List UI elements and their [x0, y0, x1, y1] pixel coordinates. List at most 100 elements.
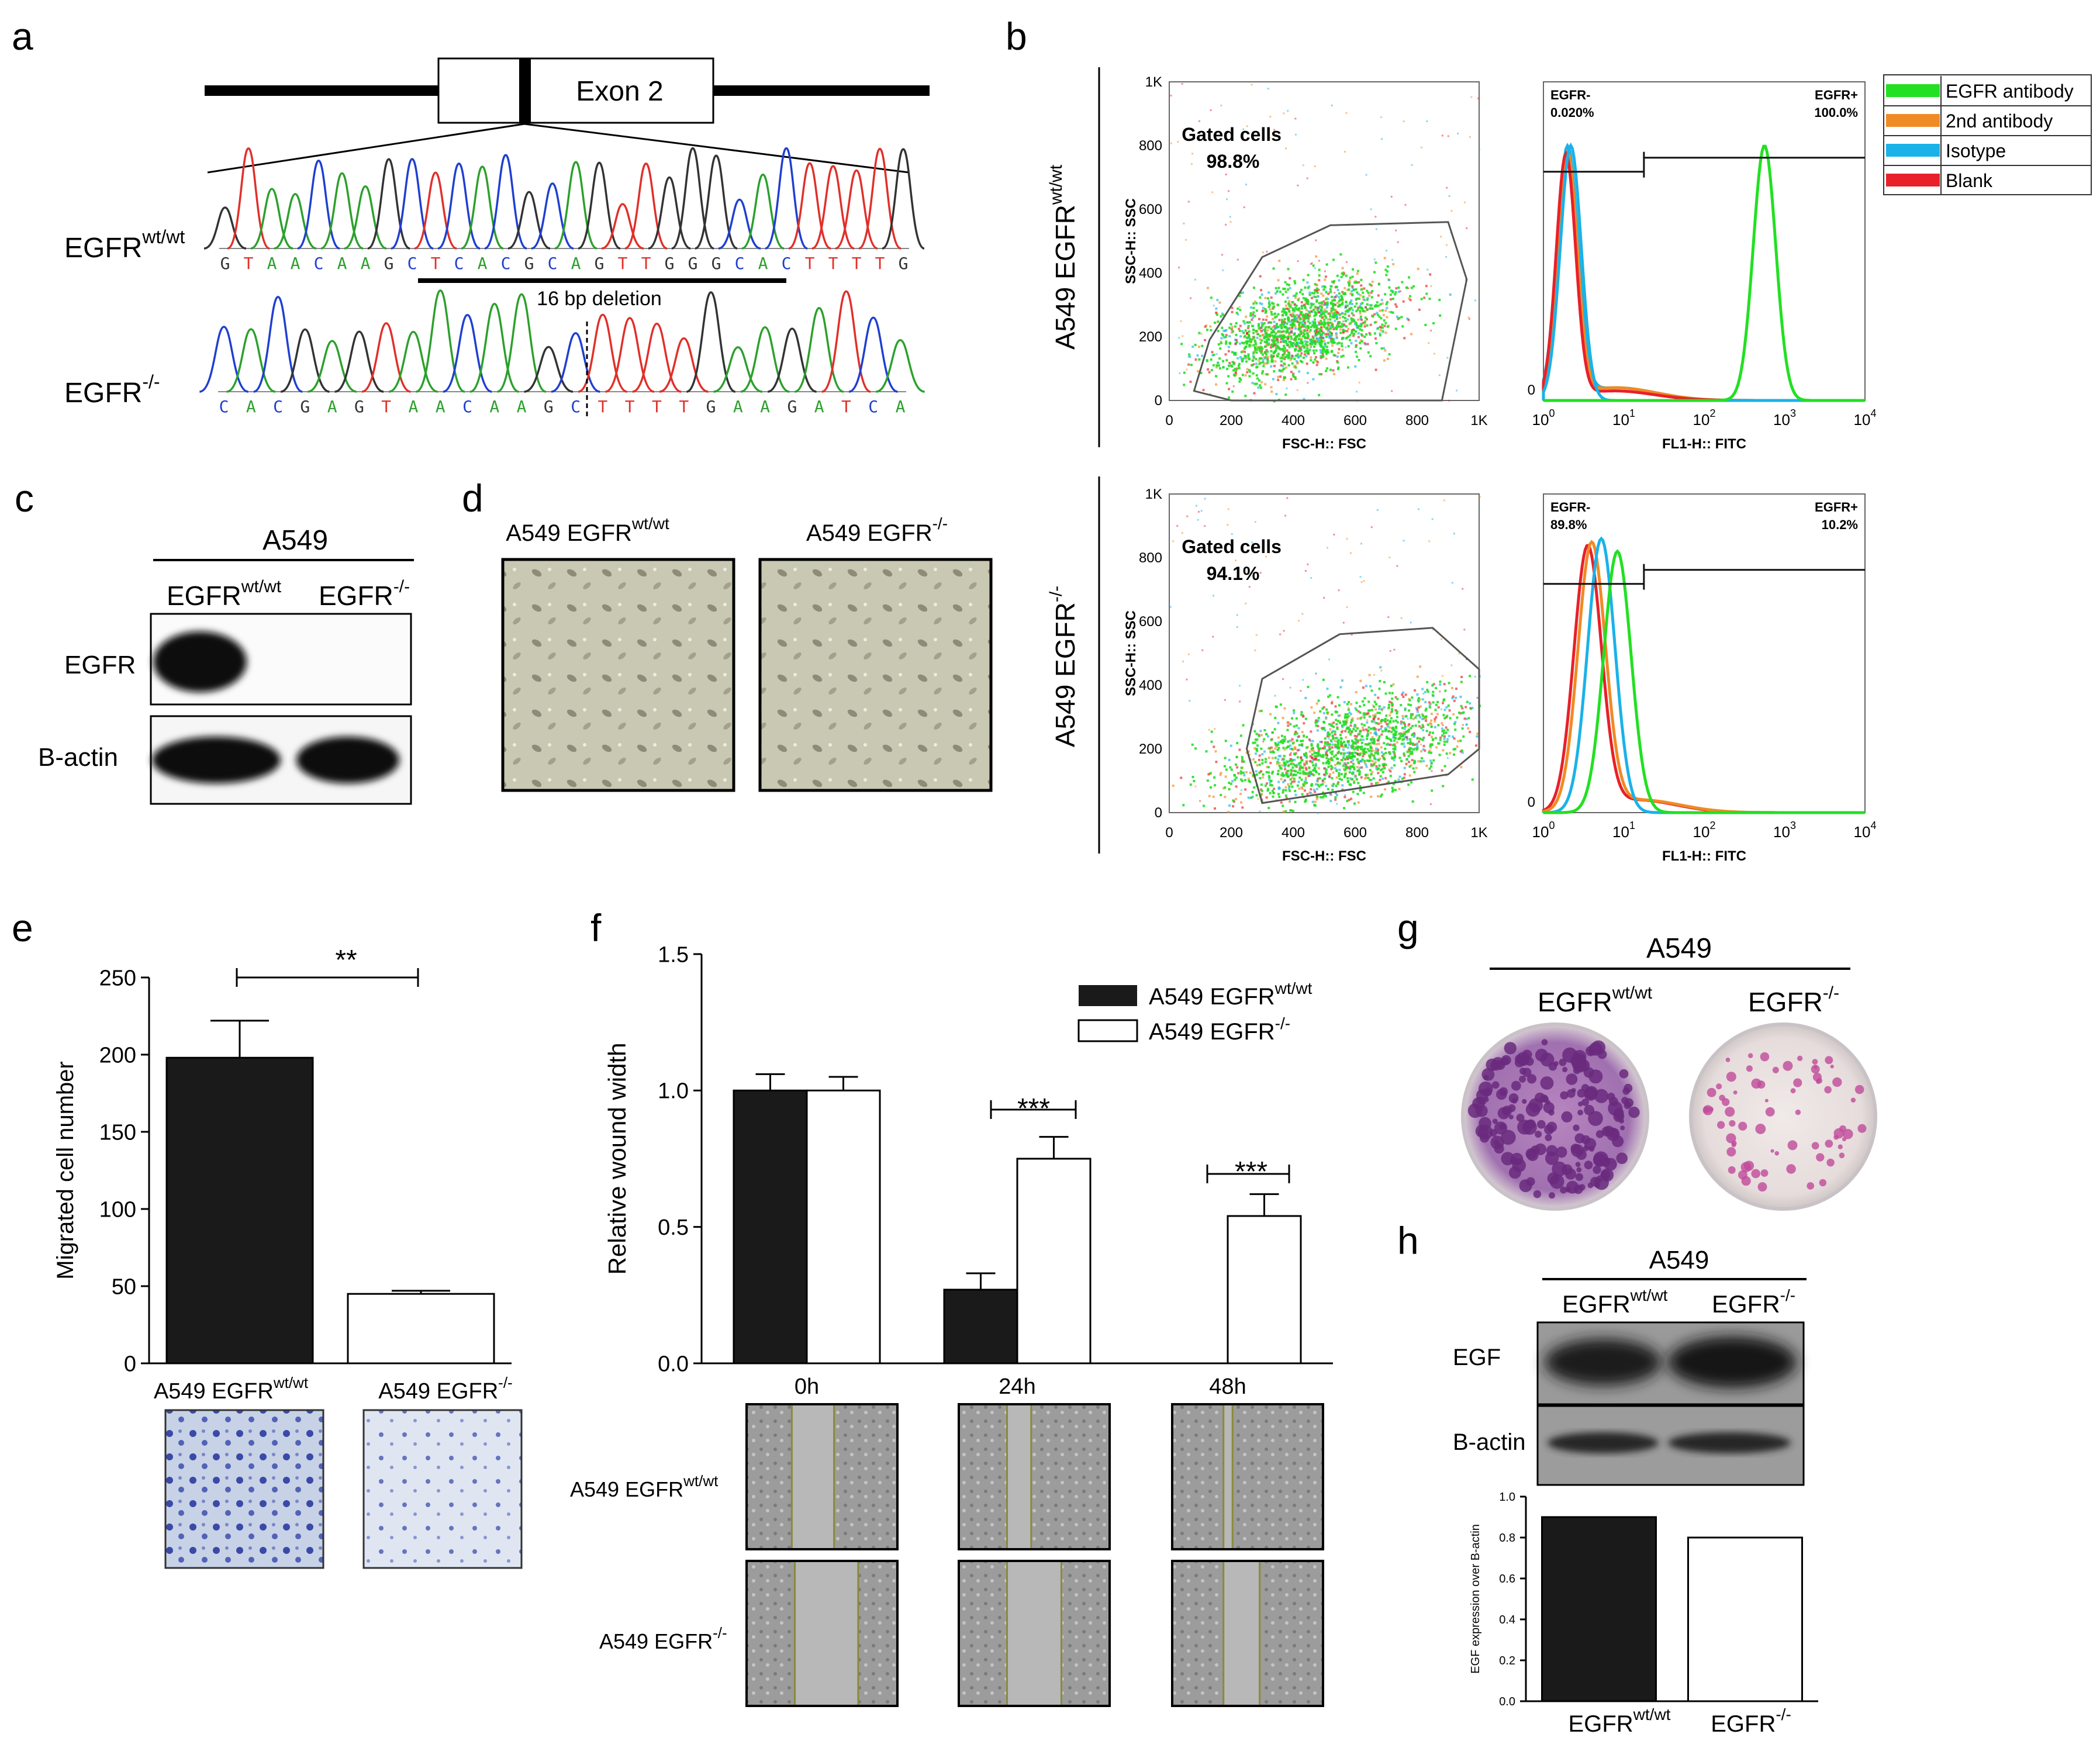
event-dot — [1445, 731, 1448, 734]
event-dot — [1289, 304, 1291, 306]
event-dot — [1428, 706, 1431, 709]
event-dot — [1326, 349, 1329, 352]
event-dot — [1390, 766, 1393, 769]
event-dot — [1285, 330, 1288, 333]
event-dot — [1428, 751, 1431, 754]
event-dot — [1449, 752, 1452, 755]
event-dot — [1315, 312, 1318, 315]
event-dot — [1308, 330, 1311, 333]
event-dot — [1348, 338, 1351, 341]
event-dot — [1232, 369, 1235, 372]
event-dot — [1289, 778, 1292, 781]
event-dot — [1315, 255, 1318, 258]
event-dot — [1265, 356, 1267, 359]
event-dot — [1239, 778, 1242, 781]
event-dot — [1403, 120, 1405, 122]
event-dot — [1339, 253, 1342, 256]
event-dot — [1239, 292, 1242, 295]
event-dot — [1307, 274, 1310, 277]
event-dot — [1346, 762, 1349, 765]
event-dot — [1277, 721, 1280, 724]
event-dot — [1408, 748, 1411, 751]
event-dot — [1241, 779, 1244, 782]
event-dot — [1441, 734, 1444, 737]
event-dot — [1379, 334, 1381, 337]
pos-gate-value: 10.2% — [1822, 517, 1858, 532]
colony — [1508, 1114, 1514, 1120]
event-dot — [1208, 794, 1211, 797]
event-dot — [1309, 792, 1312, 794]
event-dot — [1343, 317, 1346, 320]
event-dot — [1208, 371, 1211, 374]
event-dot — [1371, 754, 1374, 756]
event-dot — [1335, 333, 1338, 336]
event-dot — [1370, 749, 1373, 752]
event-dot — [1314, 310, 1317, 313]
event-dot — [1310, 302, 1313, 305]
event-dot — [1420, 146, 1422, 148]
event-dot — [1297, 345, 1300, 348]
y-tick-label: 400 — [1139, 265, 1162, 281]
event-dot — [1223, 765, 1226, 768]
event-dot — [1283, 347, 1286, 350]
event-dot — [1279, 369, 1282, 372]
event-dot — [1429, 803, 1432, 806]
event-dot — [1379, 309, 1381, 312]
event-dot — [1263, 738, 1266, 741]
tick-exp: 3 — [1790, 407, 1796, 419]
event-dot — [1266, 344, 1269, 347]
wound-gap — [1007, 1405, 1031, 1548]
event-dot — [1316, 332, 1319, 335]
event-dot — [1293, 725, 1296, 728]
colony — [1577, 1089, 1586, 1098]
event-dot — [1296, 389, 1298, 391]
event-dot — [1400, 723, 1403, 726]
event-dot — [1304, 717, 1307, 720]
event-dot — [1236, 357, 1239, 360]
event-dot — [1448, 682, 1450, 685]
event-dot — [1299, 772, 1302, 775]
event-dot — [1304, 570, 1307, 572]
event-dot — [1438, 298, 1441, 301]
event-dot — [1409, 295, 1412, 298]
event-dot — [1210, 730, 1213, 733]
event-dot — [1348, 288, 1351, 291]
event-dot — [1263, 750, 1266, 753]
event-dot — [1325, 303, 1328, 306]
event-dot — [1321, 351, 1324, 354]
event-dot — [1342, 764, 1345, 767]
event-dot — [1410, 704, 1412, 707]
event-dot — [1264, 346, 1267, 348]
event-dot — [1389, 700, 1391, 703]
event-dot — [1229, 220, 1232, 223]
event-dot — [1339, 299, 1341, 301]
event-dot — [1389, 556, 1391, 558]
event-dot — [1234, 371, 1237, 374]
event-dot — [1322, 300, 1325, 303]
event-dot — [1270, 386, 1273, 389]
event-dot — [1303, 325, 1306, 328]
event-dot — [1462, 711, 1465, 714]
event-dot — [1277, 793, 1280, 796]
histogram-curve — [1543, 144, 1865, 402]
event-dot — [1343, 758, 1346, 761]
event-dot — [1359, 303, 1362, 306]
event-dot — [1375, 320, 1378, 323]
event-dot — [1271, 756, 1274, 759]
event-dot — [1321, 340, 1324, 343]
event-dot — [1346, 755, 1349, 758]
event-dot — [1387, 743, 1390, 746]
event-dot — [1327, 734, 1329, 737]
event-dot — [1265, 362, 1267, 365]
event-dot — [1355, 323, 1358, 326]
event-dot — [1333, 372, 1336, 375]
e-cat-wt: A549 EGFRwt/wt — [154, 1374, 309, 1404]
event-dot — [1272, 302, 1275, 305]
event-dot — [1215, 353, 1218, 355]
event-dot — [1295, 304, 1298, 307]
event-dot — [1270, 327, 1273, 330]
event-dot — [1396, 315, 1398, 318]
event-dot — [1191, 776, 1194, 779]
event-dot — [1263, 729, 1266, 732]
